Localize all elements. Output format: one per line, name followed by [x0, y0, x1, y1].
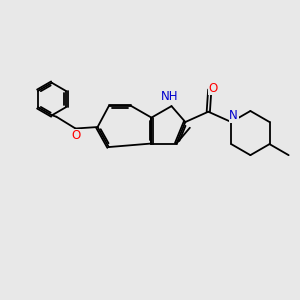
Text: O: O: [71, 129, 80, 142]
Text: O: O: [209, 82, 218, 95]
Text: N: N: [229, 109, 238, 122]
Text: NH: NH: [161, 90, 179, 103]
